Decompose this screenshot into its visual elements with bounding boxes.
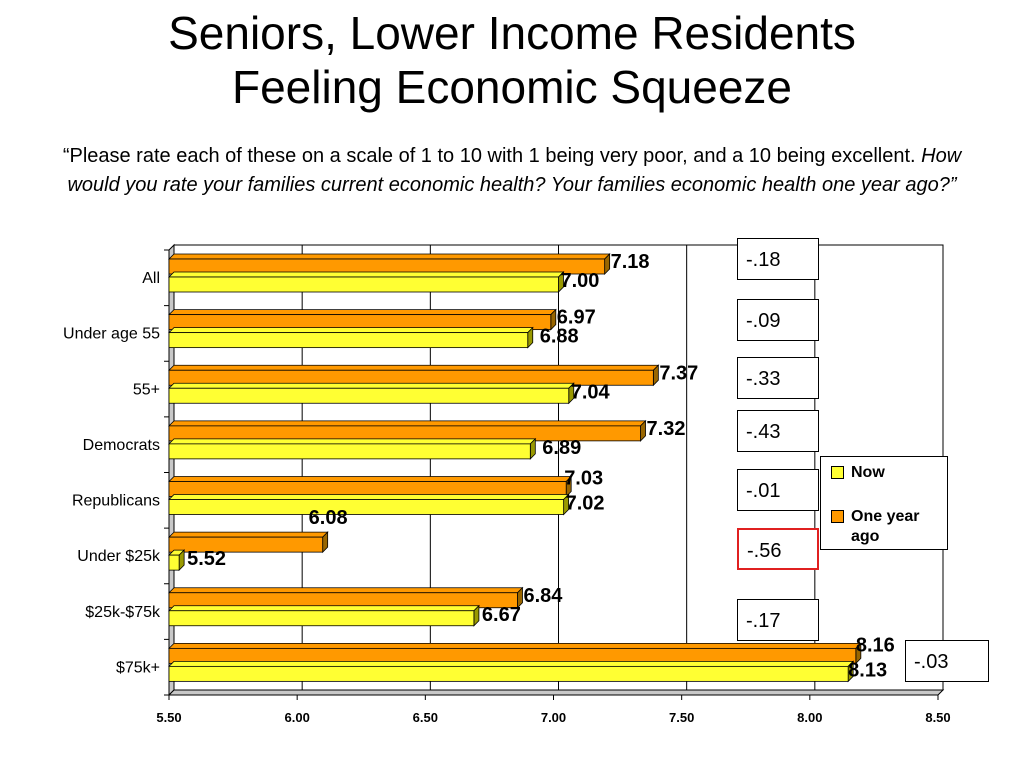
legend-item-year-ago: One year ago	[831, 507, 946, 547]
bar-one-year-ago-top	[168, 531, 329, 538]
bar-now	[168, 443, 531, 460]
data-label-one-year-ago: 7.03	[564, 468, 603, 490]
bar-now	[168, 276, 559, 293]
chart-title: Seniors, Lower Income Residents Feeling …	[0, 6, 1024, 114]
category-label: Democrats	[83, 437, 160, 454]
bar-one-year-ago-top	[168, 420, 647, 427]
title-line-1: Seniors, Lower Income Residents	[168, 7, 856, 59]
x-tick-label: 8.50	[925, 710, 950, 725]
data-label-now: 8.13	[848, 659, 887, 681]
data-label-now: 7.04	[571, 381, 611, 403]
bar-now-top	[168, 327, 534, 334]
bar-now-top	[168, 660, 855, 667]
data-label-now: 6.89	[542, 437, 581, 459]
legend-swatch-now	[831, 466, 844, 479]
bar-one-year-ago-top	[168, 587, 524, 594]
difference-box: -.09	[737, 299, 819, 341]
category-label: All	[142, 270, 160, 287]
bar-one-year-ago-top	[168, 364, 660, 371]
category-label: Under $25k	[77, 548, 161, 565]
bar-one-year-ago-top	[168, 309, 557, 316]
legend-item-now: Now	[831, 463, 946, 483]
bar-now-top	[168, 494, 570, 500]
bar-now	[168, 499, 565, 515]
data-label-one-year-ago: 7.32	[647, 418, 686, 440]
bar-now	[168, 387, 570, 404]
x-tick-label: 5.50	[156, 710, 181, 725]
difference-box: -.03	[905, 640, 989, 682]
difference-box: -.33	[737, 357, 819, 399]
legend-label-now: Now	[851, 464, 885, 481]
x-tick-label: 7.00	[541, 710, 566, 725]
bar-now	[168, 665, 849, 682]
category-label: $25k-$75k	[85, 604, 161, 621]
data-label-one-year-ago: 8.16	[856, 634, 895, 656]
legend-label-year-ago: One year ago	[851, 508, 920, 545]
bar-now	[168, 332, 529, 349]
data-label-one-year-ago: 7.18	[611, 251, 650, 273]
data-label-now: 7.02	[566, 493, 605, 515]
x-tick-label: 6.50	[413, 710, 438, 725]
legend: Now One year ago	[820, 456, 948, 550]
chart-subtitle: “Please rate each of these on a scale of…	[40, 142, 984, 200]
category-label: Republicans	[72, 493, 160, 510]
category-label: $75k+	[116, 659, 160, 676]
data-label-now: 6.88	[540, 326, 579, 348]
category-label: 55+	[133, 381, 160, 398]
x-tick-label: 6.00	[285, 710, 310, 725]
bar-now	[168, 610, 475, 627]
difference-box: -.56	[737, 528, 819, 570]
bar-one-year-ago-top	[168, 476, 573, 482]
bar-now	[168, 554, 180, 571]
difference-box: -.18	[737, 238, 819, 280]
bar-now-top	[168, 438, 537, 445]
bar-one-year-ago	[168, 536, 324, 553]
subtitle-italic: How would you rate your families current…	[67, 145, 962, 196]
data-label-one-year-ago: 6.08	[309, 507, 348, 529]
difference-box: -.17	[737, 599, 819, 641]
data-label-now: 7.00	[561, 270, 600, 292]
data-label-now: 6.67	[482, 604, 521, 626]
data-label-one-year-ago: 6.84	[523, 585, 563, 607]
category-label: Under age 55	[63, 326, 160, 343]
x-tick-label: 7.50	[669, 710, 694, 725]
x-tick-label: 8.00	[797, 710, 822, 725]
difference-box: -.01	[737, 469, 819, 511]
subtitle-plain: “Please rate each of these on a scale of…	[62, 145, 916, 167]
data-label-one-year-ago: 7.37	[659, 362, 698, 384]
bar-now-top	[168, 382, 575, 389]
bar-now-top	[168, 271, 565, 278]
bar-one-year-ago-top	[168, 642, 862, 649]
bar-now-top	[168, 605, 480, 612]
bar-one-year-ago-top	[168, 253, 611, 260]
plot-floor	[167, 689, 945, 696]
data-label-one-year-ago: 6.97	[557, 307, 596, 329]
difference-box: -.43	[737, 410, 819, 452]
legend-swatch-year-ago	[831, 510, 844, 523]
data-label-now: 5.52	[187, 548, 226, 570]
title-line-2: Feeling Economic Squeeze	[232, 61, 792, 113]
